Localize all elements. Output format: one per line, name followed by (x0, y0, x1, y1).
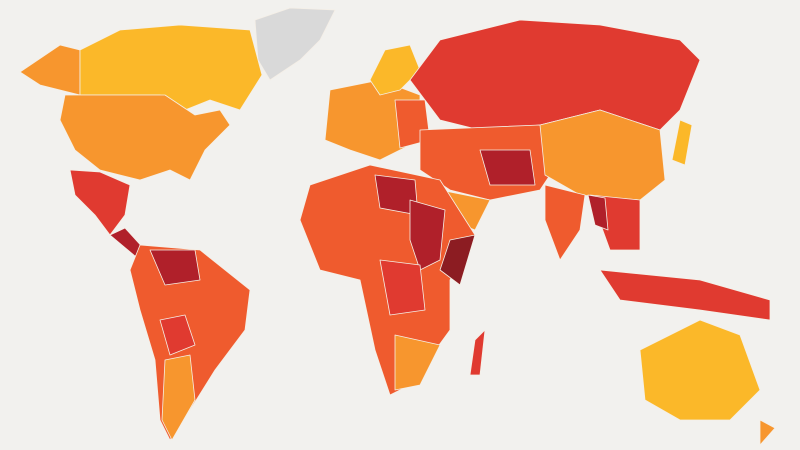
venezuela (149, 249, 201, 286)
china (539, 109, 666, 201)
greenland (254, 7, 336, 81)
somalia (439, 234, 476, 286)
usa (59, 94, 231, 181)
mexico (69, 169, 131, 236)
bolivia (159, 314, 196, 356)
new-zealand (759, 419, 776, 446)
sudan (409, 199, 446, 271)
madagascar (469, 329, 486, 376)
japan (671, 119, 693, 166)
indonesia (599, 269, 771, 321)
iran-afghanistan (479, 149, 536, 186)
australia (639, 319, 761, 421)
russia (409, 19, 701, 131)
southern-africa (394, 334, 441, 391)
chile-argentina (161, 354, 196, 441)
central-africa (379, 259, 426, 316)
myanmar (587, 194, 609, 231)
india (544, 184, 586, 261)
